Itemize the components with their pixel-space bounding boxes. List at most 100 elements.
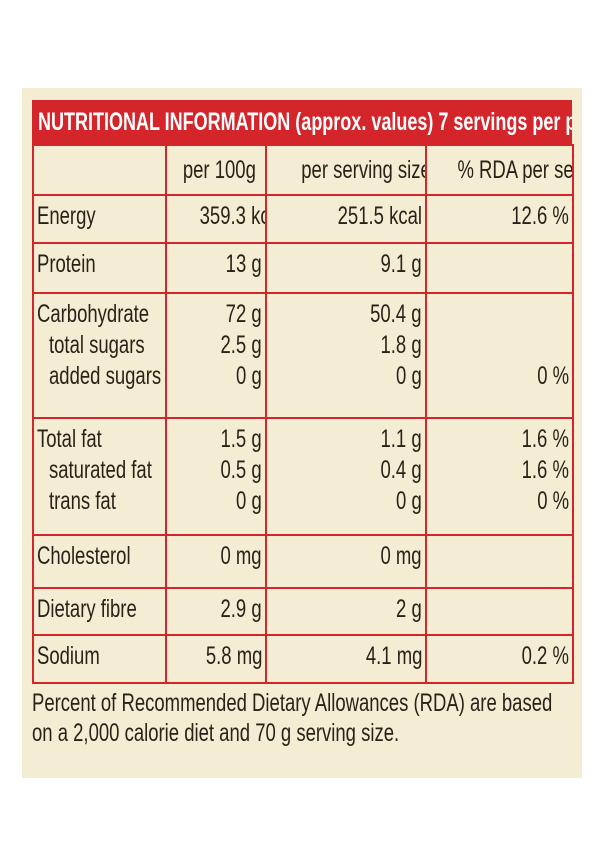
cell-text: 0 % <box>537 487 569 515</box>
cell-text: 1.6 % <box>521 456 569 484</box>
nutrient-value: 72 g 2.5 g 0 g <box>165 292 267 419</box>
nutrient-name: Protein <box>32 242 167 294</box>
cell-line: 0.2 % <box>430 641 569 672</box>
cell-text: 0 mg <box>220 542 262 570</box>
cell-line: 1.5 g <box>170 424 262 455</box>
nutrient-row: Carbohydrate total sugars added sugars 72 g… <box>32 292 574 419</box>
nutrient-value: 13 g <box>165 242 267 294</box>
cell-line: 0 g <box>170 486 262 517</box>
cell-text: 0 g <box>236 362 262 390</box>
cell-line: Cholesterol <box>37 541 162 572</box>
cell-text: Sodium <box>37 642 100 670</box>
cell-text: 0 g <box>396 487 422 515</box>
cell-line: 50.4 g <box>270 299 422 330</box>
cell-text: 0.4 g <box>380 456 422 484</box>
cell-text: 4.1 mg <box>365 642 422 670</box>
cell-line: 0 g <box>270 361 422 392</box>
nutrient-row: Energy 359.3 kcal 251.5 kcal 12.6 % <box>32 194 574 244</box>
nutrient-value: 2 g <box>265 587 427 636</box>
cell-line: % RDA per serving <box>430 155 571 186</box>
cell-text: 0.5 g <box>220 456 262 484</box>
title-bar: NUTRITIONAL INFORMATION (approx. values)… <box>32 100 572 144</box>
cell-line: 9.1 g <box>270 249 422 280</box>
nutrition-table: per 100g per serving size (70g) % RDA per … <box>32 144 574 684</box>
cell-line: 0 % <box>430 486 569 517</box>
cell-line: 1.1 g <box>270 424 422 455</box>
blank-line <box>430 299 569 330</box>
cell-text: Energy <box>37 202 96 230</box>
nutrient-row: Protein 13 g 9.1 g <box>32 242 574 294</box>
cell-line: 2.9 g <box>170 594 262 625</box>
cell-text: 0 g <box>396 362 422 390</box>
nutrient-value: 12.6 % <box>425 194 574 244</box>
nutrient-name: Total fat saturated fat trans fat <box>32 417 167 536</box>
blank-line <box>430 330 569 361</box>
nutrient-name: Carbohydrate total sugars added sugars <box>32 292 167 419</box>
cell-text: Carbohydrate <box>37 300 150 328</box>
nutrient-value: 5.8 mg <box>165 634 267 684</box>
header-cell: per 100g <box>165 144 267 196</box>
nutrient-name: Dietary fibre <box>32 587 167 636</box>
nutrient-value <box>425 242 574 294</box>
nutrient-value: 0.2 % <box>425 634 574 684</box>
cell-text: 12.6 % <box>511 202 569 230</box>
cell-line: Protein <box>37 249 162 280</box>
cell-text: 50.4 g <box>370 300 422 328</box>
nutrient-value: 1.5 g 0.5 g 0 g <box>165 417 267 536</box>
cell-line: 0.5 g <box>170 455 262 486</box>
cell-text: 2 g <box>396 595 422 623</box>
cell-line: Carbohydrate <box>37 299 162 330</box>
cell-line: 2 g <box>270 594 422 625</box>
cell-line: 0 mg <box>170 541 262 572</box>
cell-line: saturated fat <box>37 455 162 486</box>
cell-line: 1.6 % <box>430 424 569 455</box>
cell-text: 9.1 g <box>380 250 422 278</box>
cell-text: 13 g <box>225 250 262 278</box>
cell-text: 5.8 mg <box>205 642 262 670</box>
cell-text: 0 g <box>236 487 262 515</box>
cell-text: per serving size (70g) <box>301 155 424 184</box>
cell-line: per 100g <box>170 155 262 186</box>
cell-line: Energy <box>37 201 162 232</box>
nutrient-row: Sodium 5.8 mg 4.1 mg 0.2 % <box>32 634 574 684</box>
nutrient-row: Dietary fibre 2.9 g 2 g <box>32 587 574 636</box>
cell-text: total sugars <box>49 331 145 359</box>
title: NUTRITIONAL INFORMATION (approx. values)… <box>38 108 572 136</box>
cell-line: 251.5 kcal <box>270 201 422 232</box>
cell-line: Dietary fibre <box>37 594 162 625</box>
nutrient-value <box>425 534 574 589</box>
nutrient-value: 4.1 mg <box>265 634 427 684</box>
cell-text: 1.1 g <box>380 425 422 453</box>
cell-text: 1.6 % <box>521 425 569 453</box>
nutrient-value: 251.5 kcal <box>265 194 427 244</box>
cell-text: Total fat <box>37 425 102 453</box>
header-cell: % RDA per serving <box>425 144 574 196</box>
nutrient-value: 9.1 g <box>265 242 427 294</box>
nutrient-value: 2.9 g <box>165 587 267 636</box>
cell-line: 1.6 % <box>430 455 569 486</box>
cell-line: per serving size (70g) <box>270 155 424 186</box>
cell-text: 251.5 kcal <box>337 202 422 230</box>
nutrient-value: 1.1 g 0.4 g 0 g <box>265 417 427 536</box>
nutrient-value: 0 mg <box>265 534 427 589</box>
cell-text: % RDA per serving <box>457 155 573 184</box>
cell-line: 1.8 g <box>270 330 422 361</box>
cell-line: 0 mg <box>270 541 422 572</box>
nutrient-name: Energy <box>32 194 167 244</box>
cell-line: 12.6 % <box>430 201 569 232</box>
cell-line: 13 g <box>170 249 262 280</box>
cell-text: added sugars <box>49 362 162 390</box>
nutrient-row: Cholesterol 0 mg 0 mg <box>32 534 574 589</box>
cell-text: 0.2 % <box>521 642 569 670</box>
cell-line: Sodium <box>37 641 162 672</box>
cell-line: Total fat <box>37 424 162 455</box>
nutrient-value: 0 mg <box>165 534 267 589</box>
empty-cell <box>32 144 167 196</box>
nutrient-value: 1.6 % 1.6 % 0 % <box>425 417 574 536</box>
cell-line: 2.5 g <box>170 330 262 361</box>
header-cell: per serving size (70g) <box>265 144 427 196</box>
cell-text: Protein <box>37 250 96 278</box>
cell-text: 359.3 kcal <box>199 202 264 230</box>
nutrient-value: 50.4 g 1.8 g 0 g <box>265 292 427 419</box>
nutrient-value: 359.3 kcal <box>165 194 267 244</box>
